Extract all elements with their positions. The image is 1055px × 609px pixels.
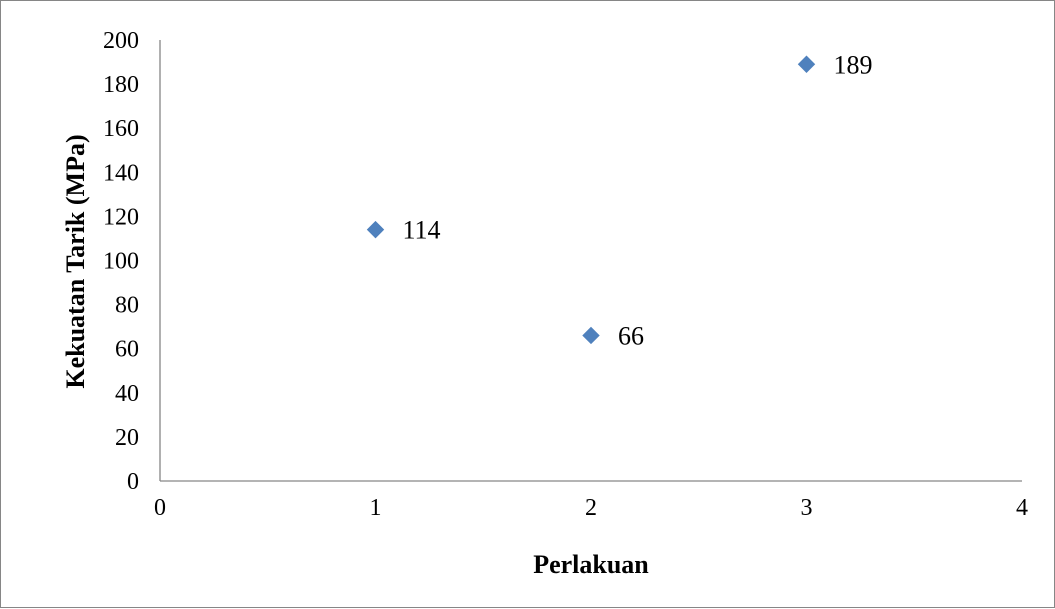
data-point-diamond [366,220,385,239]
y-tick-label: 180 [103,72,139,98]
data-points: 114 66 189 [366,50,873,350]
x-tick-label: 2 [585,495,597,521]
y-tick-label: 140 [103,160,139,186]
y-tick-label: 120 [103,204,139,230]
y-tick-label: 40 [115,381,139,407]
y-axis-ticks: 0 20 40 60 80 100 120 140 160 180 200 [103,28,139,495]
y-tick-label: 20 [115,425,139,451]
x-tick-label: 4 [1016,495,1028,521]
x-tick-label: 0 [154,495,166,521]
x-tick-label: 3 [801,495,813,521]
data-label: 189 [834,50,873,79]
data-label: 114 [403,216,441,245]
y-tick-label: 0 [127,469,139,495]
y-tick-label: 60 [115,337,139,363]
y-axis-title: Kekuatan Tarik (MPa) [61,134,90,388]
y-tick-label: 160 [103,116,139,142]
y-tick-label: 200 [103,28,139,54]
data-point-diamond [582,326,600,345]
data-label: 66 [618,321,644,350]
x-axis-title: Perlakuan [533,550,649,579]
y-tick-label: 80 [115,293,139,319]
x-axis-ticks: 0 1 2 3 4 [154,495,1028,521]
x-tick-label: 1 [370,495,382,521]
y-tick-label: 100 [103,249,139,275]
data-point-diamond [797,55,816,73]
